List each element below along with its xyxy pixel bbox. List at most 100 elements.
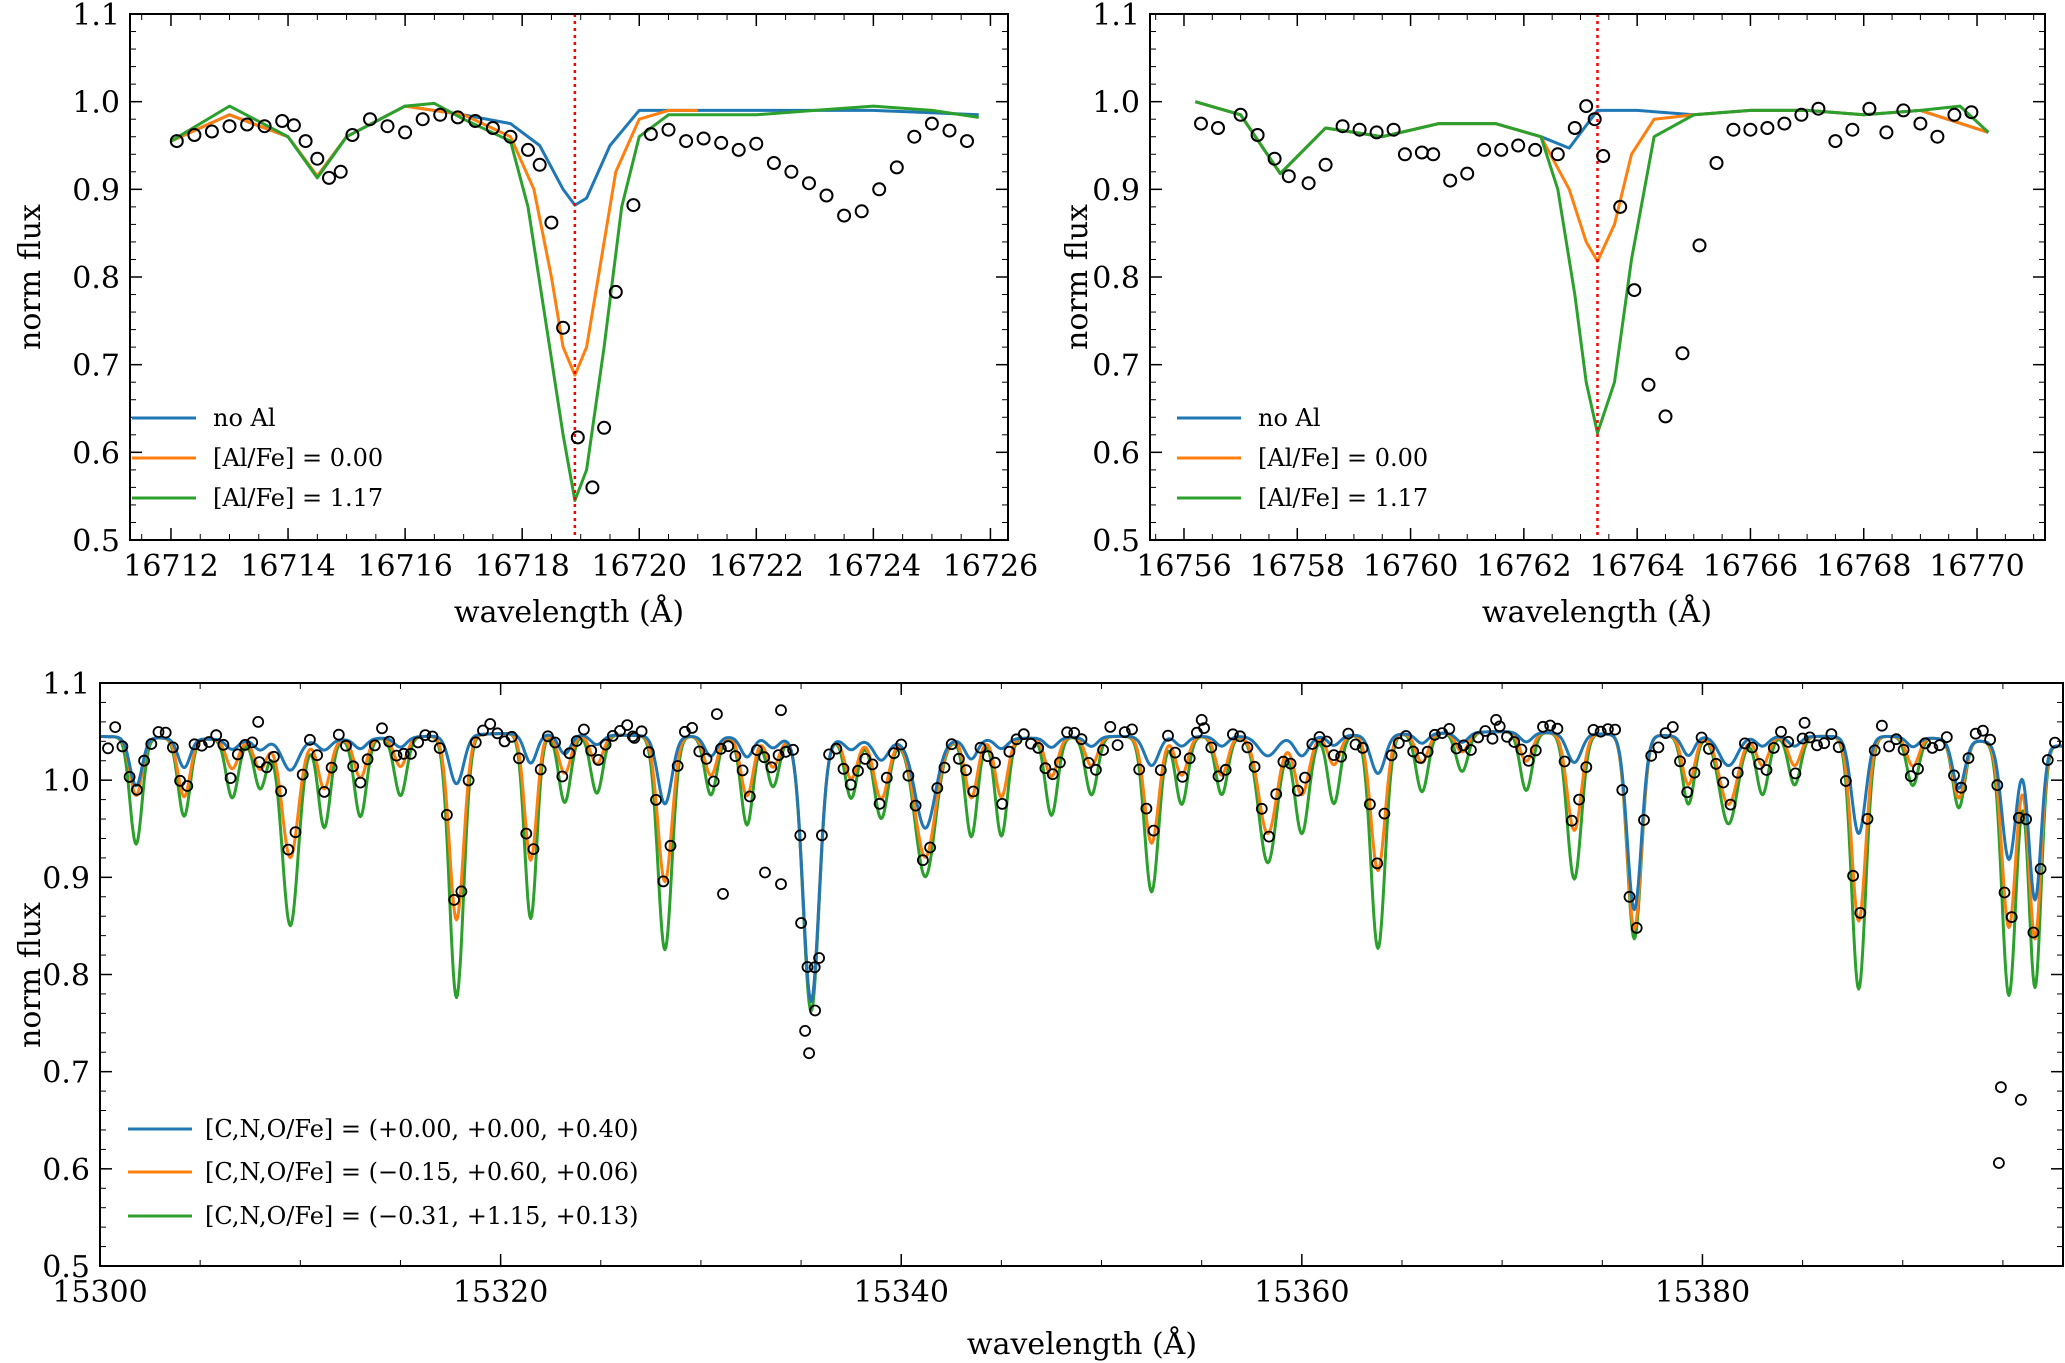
observed-point (325, 761, 338, 774)
x-tick-label: 15380 (1655, 1275, 1750, 1310)
y-tick-label: 0.8 (1092, 261, 1140, 296)
observed-point (1616, 784, 1629, 796)
observed-point (361, 753, 374, 766)
observed-point (145, 738, 158, 750)
observed-point (1862, 101, 1877, 116)
observed-point (635, 725, 648, 738)
observed-point (1017, 728, 1030, 741)
observed-point (1926, 742, 1939, 754)
observed-point (1847, 869, 1859, 882)
observed-point (380, 119, 395, 134)
observed-point (686, 722, 698, 734)
observed-point (854, 204, 869, 219)
observed-point (931, 782, 944, 794)
observed-point (1284, 757, 1297, 770)
observed-point (1840, 775, 1852, 787)
observed-point (1472, 731, 1484, 744)
observed-point (239, 739, 251, 751)
observed-point (693, 745, 706, 758)
observed-point (1789, 767, 1802, 780)
observed-point (311, 749, 324, 762)
observed-point (809, 1004, 821, 1017)
observed-point (204, 124, 219, 139)
observed-point (1692, 238, 1707, 253)
observed-point (252, 716, 265, 728)
observed-point (1515, 743, 1528, 756)
observed-point (1854, 907, 1867, 919)
observed-point (1291, 784, 1304, 797)
observed-point (1890, 733, 1903, 746)
observed-point (1883, 740, 1895, 753)
observed-point (1710, 757, 1722, 770)
observed-point (715, 742, 727, 755)
observed-point (1775, 725, 1787, 738)
observed-point (1003, 745, 1016, 758)
observed-point (1486, 732, 1499, 745)
y-tick-label: 0.7 (72, 349, 120, 384)
y-tick-label: 0.6 (1092, 436, 1140, 471)
observed-point (1248, 760, 1261, 773)
panel-bottom-curves (100, 730, 2063, 1013)
x-tick-label: 15300 (52, 1275, 147, 1310)
observed-point (1212, 770, 1225, 783)
observed-point (1061, 726, 1073, 739)
panel-top-right-ylabel: norm flux (1060, 204, 1095, 350)
observed-point (1490, 714, 1502, 726)
observed-point (169, 134, 184, 149)
observed-point (303, 733, 316, 746)
observed-point (1717, 776, 1730, 789)
observed-point (872, 182, 887, 197)
observed-point (1933, 739, 1946, 752)
observed-point (1645, 749, 1658, 762)
observed-point (363, 112, 377, 127)
observed-point (626, 730, 639, 743)
observed-point (1477, 142, 1492, 157)
observed-point (717, 888, 729, 900)
observed-point (801, 961, 814, 973)
observed-point (570, 735, 583, 747)
observed-point (1386, 122, 1401, 137)
observed-point (1825, 728, 1838, 740)
observed-point (1126, 723, 1138, 736)
observed-point (521, 142, 535, 157)
observed-point (419, 729, 432, 741)
observed-point (181, 780, 194, 792)
observed-point (1731, 766, 1744, 779)
panel-top-right-observed-points (1194, 99, 1979, 424)
observed-point (376, 722, 388, 735)
observed-point (1861, 813, 1874, 825)
observed-point (1796, 732, 1809, 745)
panel-bottom-legend: [C,N,O/Fe] = (+0.00, +0.00, +0.40) [C,N,… (128, 1115, 639, 1230)
observed-point (415, 112, 430, 127)
observed-point (907, 129, 922, 144)
observed-point (1760, 764, 1773, 776)
observed-point (1211, 121, 1225, 135)
observed-point (1896, 103, 1911, 118)
panel-top-left-ylabel: norm flux (13, 204, 48, 350)
observed-point (1580, 761, 1593, 773)
observed-point (1479, 725, 1492, 737)
observed-point (1428, 728, 1441, 741)
observed-point (1270, 788, 1283, 800)
observed-point (766, 156, 781, 170)
observed-point (799, 1025, 811, 1037)
x-tick-label: 15340 (854, 1275, 949, 1310)
observed-point (592, 754, 605, 766)
observed-point (711, 708, 723, 720)
observed-point (938, 761, 951, 774)
observed-point (889, 160, 904, 175)
y-tick-label: 0.6 (72, 436, 120, 471)
observed-point (347, 760, 360, 773)
panel-bottom-ylabel: norm flux (13, 902, 48, 1048)
observed-point (585, 744, 598, 757)
y-tick-label: 0.5 (72, 524, 120, 559)
observed-point (275, 114, 290, 128)
panel-top-right-legend: no Al [Al/Fe] = 0.00 [Al/Fe] = 1.17 (1177, 404, 1428, 512)
observed-point (1385, 749, 1398, 762)
observed-point (354, 776, 367, 789)
observed-point (1349, 738, 1362, 751)
observed-point (1947, 107, 1962, 122)
observed-point (1529, 744, 1542, 757)
observed-point (1443, 173, 1458, 188)
